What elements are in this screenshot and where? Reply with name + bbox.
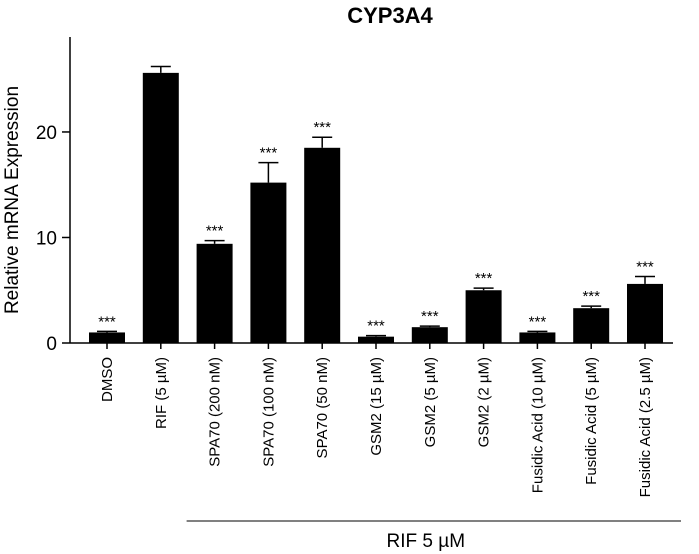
x-tick-label: SPA70 (100 nM)	[260, 357, 277, 467]
chart-title: CYP3A4	[347, 3, 433, 28]
x-tick-label: RIF (5 µM)	[153, 357, 170, 429]
significance-marker: ***	[260, 145, 278, 162]
group-label: RIF 5 µM	[387, 531, 466, 552]
x-tick-label: GSM2 (5 µM)	[422, 357, 439, 447]
x-tick-label: SPA70 (50 nM)	[314, 357, 331, 458]
significance-marker: ***	[636, 259, 654, 276]
x-tick-label: GSM2 (2 µM)	[476, 357, 493, 447]
x-tick-label: Fusidic Acid (10 µM)	[529, 357, 546, 493]
bar	[573, 308, 610, 343]
significance-marker: ***	[367, 318, 385, 335]
y-ticks: 0 10 20	[36, 123, 70, 355]
significance-marker: ***	[529, 313, 547, 330]
bar	[304, 147, 341, 343]
y-tick-label: 0	[46, 334, 57, 355]
significance-marker: ***	[582, 288, 600, 305]
significance-marker: ***	[206, 223, 224, 240]
y-tick-label: 10	[36, 228, 57, 249]
bar	[196, 243, 233, 343]
y-tick-label: 20	[36, 123, 57, 144]
bar	[411, 327, 448, 343]
x-tick-labels: DMSO RIF (5 µM) SPA70 (200 nM) SPA70 (100 n…	[99, 343, 654, 497]
significance-marker: ***	[421, 308, 439, 325]
significance-marker: ***	[313, 119, 331, 136]
y-axis-label: Relative mRNA Expression	[2, 86, 23, 314]
significance-marker: ***	[475, 270, 493, 287]
bar	[358, 336, 394, 343]
bar	[250, 182, 287, 343]
x-tick-label: SPA70 (200 nM)	[207, 357, 224, 467]
x-tick-label: Fusidic Acid (5 µM)	[583, 357, 600, 485]
x-tick-label: DMSO	[99, 357, 116, 402]
bar	[142, 72, 179, 344]
bar	[465, 290, 502, 343]
x-tick-label: Fusidic Acid (2.5 µM)	[637, 357, 654, 497]
bar	[627, 283, 663, 343]
significance-marker: ***	[98, 313, 116, 330]
x-tick-label: GSM2 (15 µM)	[368, 357, 385, 456]
bar	[519, 332, 556, 343]
bar	[89, 332, 125, 343]
bars	[89, 72, 663, 344]
significance-annotations: *** *** *** *** *** *** *** *** *** ***	[98, 119, 654, 334]
error-bars	[97, 65, 655, 337]
